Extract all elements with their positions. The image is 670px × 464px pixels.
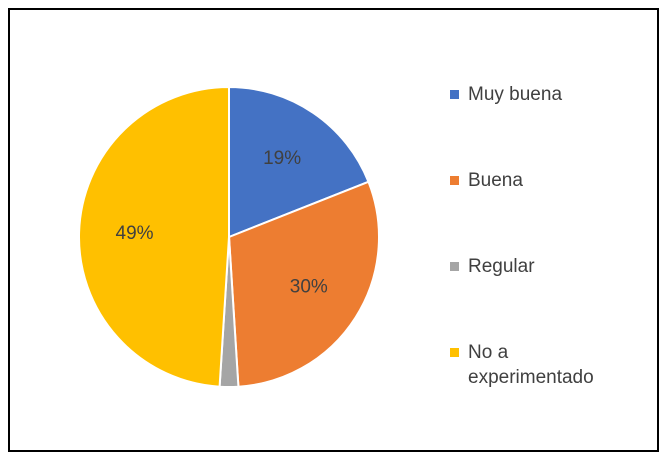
pie-slice xyxy=(228,85,370,239)
legend-item: Buena xyxy=(450,168,613,193)
legend-item: No a experimentado xyxy=(450,340,613,390)
data-label: 19% xyxy=(263,148,301,169)
legend-swatch xyxy=(450,262,459,271)
legend-label: No a experimentado xyxy=(468,342,594,388)
legend-swatch xyxy=(450,90,459,99)
data-label: 30% xyxy=(290,277,328,298)
pie-slice xyxy=(227,180,380,388)
pie-slice xyxy=(78,85,230,388)
legend-label: Regular xyxy=(468,256,535,277)
legend-label: Muy buena xyxy=(468,84,563,105)
legend-item: Muy buena xyxy=(450,82,613,107)
legend-swatch xyxy=(450,348,459,357)
legend-swatch xyxy=(450,176,459,185)
legend-item: Regular xyxy=(450,254,613,279)
legend-label: Buena xyxy=(468,170,523,191)
data-label: 49% xyxy=(116,223,154,244)
